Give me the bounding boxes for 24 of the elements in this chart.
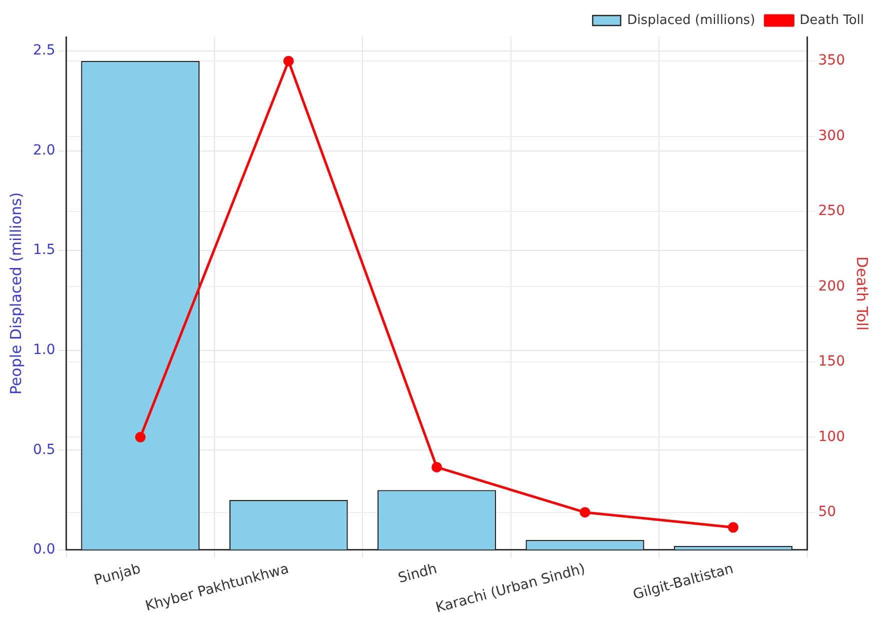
point (728, 522, 738, 533)
y2-tick-label: 200 (818, 278, 846, 294)
y2-tick-label: 100 (818, 428, 846, 445)
y-tick-label: 1.0 (33, 342, 56, 358)
point (135, 432, 146, 442)
legend-label: Death Toll (800, 12, 864, 28)
y-tick-label: 1.5 (33, 242, 56, 258)
x-tick-label: Sindh (396, 560, 439, 587)
point (580, 507, 590, 518)
y-axis-title: People Displaced (millions) (6, 192, 25, 395)
y2-tick-label: 250 (818, 203, 846, 220)
y-tick-label: 0.5 (33, 442, 56, 458)
y2-tick-label: 50 (818, 504, 836, 520)
legend-label: Displaced (millions) (627, 12, 756, 28)
y2-tick-label: 150 (818, 354, 846, 370)
y2-tick-label: 350 (818, 52, 846, 69)
y-tick-label: 0.0 (33, 542, 56, 558)
y-tick-label: 2.0 (33, 142, 56, 158)
x-tick-label: Punjab (92, 560, 142, 589)
y2-axis-title: Death Toll (853, 256, 872, 331)
point (432, 462, 442, 472)
point (283, 56, 294, 66)
y2-tick-label: 300 (818, 128, 846, 144)
y-tick-label: 2.5 (33, 42, 56, 59)
